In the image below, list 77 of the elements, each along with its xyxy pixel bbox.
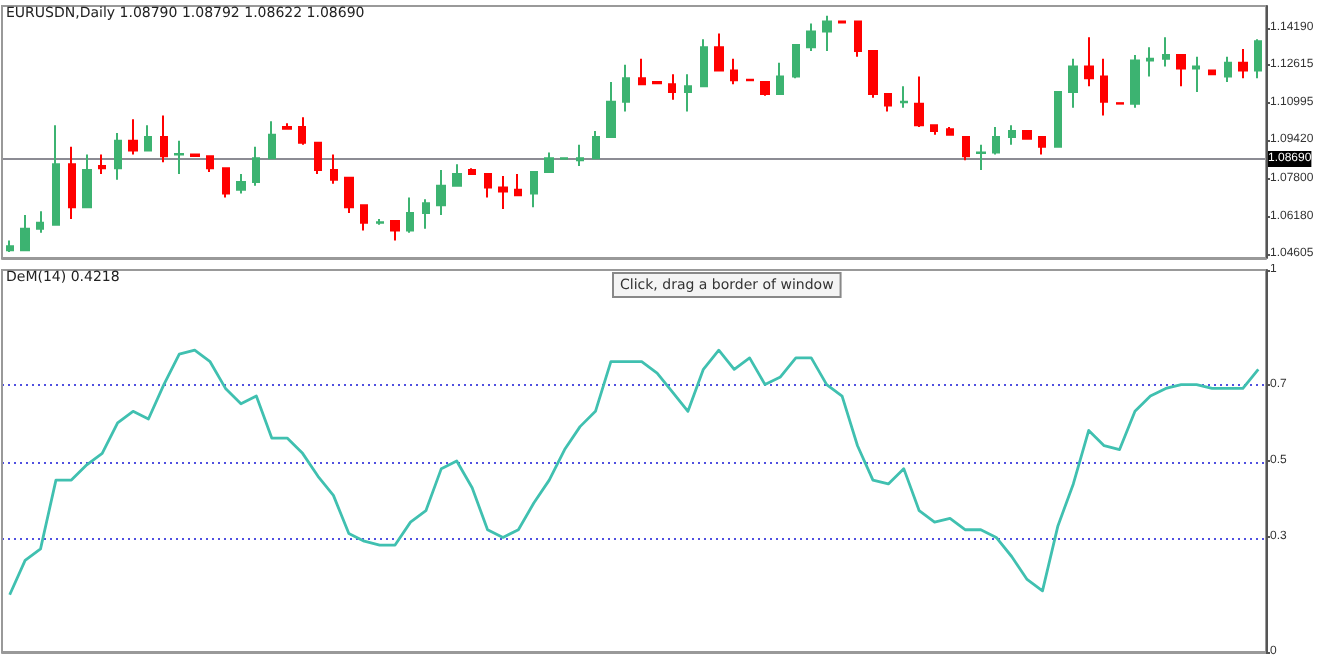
candlestick <box>1146 46 1154 78</box>
candlestick <box>914 75 924 129</box>
candlestick <box>700 38 708 88</box>
candlestick <box>498 174 508 211</box>
candlestick <box>68 145 76 220</box>
candlestick <box>206 155 214 173</box>
candlestick <box>98 153 106 176</box>
candlestick <box>544 151 554 173</box>
candlestick <box>714 32 724 72</box>
candlestick <box>298 116 306 146</box>
candlestick <box>868 49 878 99</box>
candlestick <box>514 173 522 197</box>
candlestick <box>222 167 230 199</box>
candlestick <box>114 131 122 181</box>
candlestick <box>962 135 970 162</box>
candlestick <box>344 176 354 215</box>
candlestick <box>1208 69 1216 76</box>
candlestick <box>314 141 322 176</box>
candlestick <box>52 124 60 226</box>
candlestick <box>730 57 738 86</box>
candlestick <box>330 153 338 185</box>
candlestick <box>576 143 584 168</box>
candlestick <box>638 57 646 86</box>
candlestick <box>1100 57 1108 117</box>
candlestick <box>992 126 1000 156</box>
candlestick <box>1008 124 1016 146</box>
candlestick <box>1038 135 1046 156</box>
candlestick <box>1054 91 1062 148</box>
candlestick <box>36 210 44 234</box>
candlestick <box>82 153 92 209</box>
candlestick <box>976 143 986 172</box>
candlestick <box>6 239 14 254</box>
candlestick <box>530 170 538 209</box>
candlestick <box>1238 48 1248 80</box>
candlestick <box>282 122 292 131</box>
candlestick <box>592 130 600 160</box>
candlestick <box>1176 53 1186 88</box>
candlestick <box>452 163 462 187</box>
candlestick <box>128 118 138 156</box>
candlestick <box>252 145 260 187</box>
candlestick <box>776 61 784 95</box>
candlestick <box>930 124 938 136</box>
candlestick <box>174 139 184 176</box>
candlestick <box>792 44 800 80</box>
candlestick <box>436 169 446 216</box>
candlestick <box>406 196 414 234</box>
candlestick <box>360 204 368 232</box>
candlestick <box>884 92 892 113</box>
candlestick <box>1130 53 1140 109</box>
line-series <box>8 348 1260 597</box>
candlestick <box>144 124 152 152</box>
candlestick <box>1084 36 1094 88</box>
candlestick <box>236 173 246 195</box>
candlestick <box>1254 38 1262 80</box>
candlestick <box>20 213 30 252</box>
candlestick <box>946 126 954 136</box>
candlestick <box>822 14 832 52</box>
candlestick <box>468 167 476 176</box>
candlestick <box>668 73 676 101</box>
candlestick <box>1162 36 1170 68</box>
candlestick <box>268 120 276 160</box>
candlestick <box>484 173 492 199</box>
candlestick <box>606 81 616 138</box>
candlestick <box>1022 130 1032 140</box>
candlestick <box>390 219 400 242</box>
candlestick <box>1224 55 1232 84</box>
candlestick <box>376 217 384 226</box>
candlestick <box>854 20 862 58</box>
candlestick <box>422 198 430 230</box>
candlestick <box>1068 57 1078 109</box>
candlestick <box>760 81 770 97</box>
candlestick <box>900 85 908 109</box>
candlestick <box>806 22 816 52</box>
candlestick <box>160 114 168 164</box>
candlestick <box>622 63 630 113</box>
candlestick <box>1192 55 1200 94</box>
candlestick <box>684 73 692 113</box>
